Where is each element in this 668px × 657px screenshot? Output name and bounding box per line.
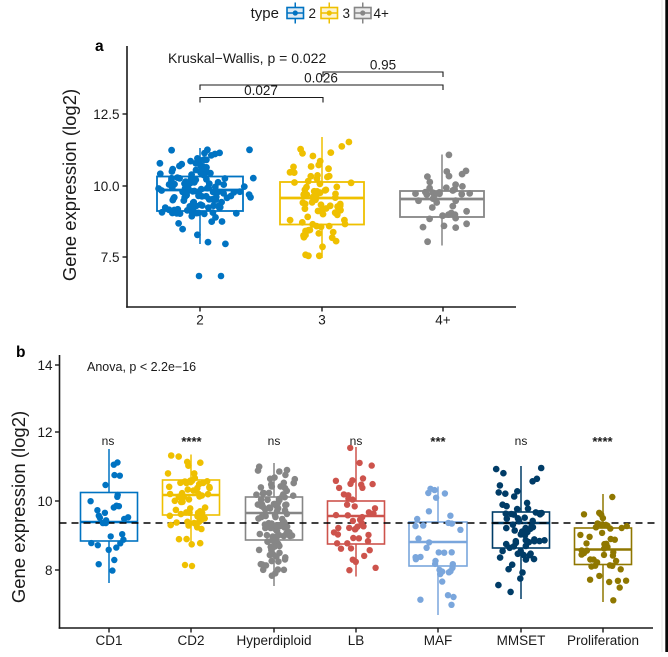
svg-text:0.027: 0.027 bbox=[244, 83, 278, 98]
svg-text:14: 14 bbox=[37, 358, 53, 373]
svg-text:4+: 4+ bbox=[374, 6, 390, 21]
svg-text:Proliferation: Proliferation bbox=[567, 633, 639, 648]
svg-text:7.5: 7.5 bbox=[101, 250, 120, 265]
svg-text:type: type bbox=[251, 5, 279, 22]
svg-text:a: a bbox=[95, 38, 104, 55]
svg-text:ns: ns bbox=[268, 434, 281, 448]
svg-text:CD1: CD1 bbox=[95, 633, 122, 648]
svg-text:Kruskal−Wallis, p = 0.022: Kruskal−Wallis, p = 0.022 bbox=[168, 50, 326, 66]
svg-text:4+: 4+ bbox=[435, 313, 451, 328]
svg-text:2: 2 bbox=[309, 6, 317, 21]
svg-text:MAF: MAF bbox=[424, 633, 453, 648]
svg-text:Hyperdiploid: Hyperdiploid bbox=[236, 633, 311, 648]
svg-text:Gene expression (log2): Gene expression (log2) bbox=[8, 411, 29, 603]
svg-text:b: b bbox=[16, 344, 25, 361]
svg-text:12: 12 bbox=[37, 425, 52, 440]
svg-text:10: 10 bbox=[37, 494, 52, 509]
svg-text:CD2: CD2 bbox=[177, 633, 204, 648]
svg-text:Gene expression (log2): Gene expression (log2) bbox=[59, 89, 80, 281]
svg-text:****: **** bbox=[592, 434, 613, 449]
svg-text:0.95: 0.95 bbox=[370, 58, 396, 73]
svg-text:0.026: 0.026 bbox=[304, 71, 338, 86]
svg-text:MMSET: MMSET bbox=[497, 633, 546, 648]
svg-text:3: 3 bbox=[318, 313, 326, 328]
svg-text:8: 8 bbox=[45, 563, 53, 578]
svg-text:12.5: 12.5 bbox=[93, 107, 119, 122]
svg-text:ns: ns bbox=[515, 434, 528, 448]
svg-text:ns: ns bbox=[350, 434, 363, 448]
svg-text:Anova, p < 2.2e−16: Anova, p < 2.2e−16 bbox=[87, 360, 196, 374]
svg-text:ns: ns bbox=[102, 434, 115, 448]
svg-text:2: 2 bbox=[196, 313, 204, 328]
svg-text:LB: LB bbox=[348, 633, 365, 648]
svg-text:10.0: 10.0 bbox=[93, 179, 119, 194]
svg-text:****: **** bbox=[181, 434, 202, 449]
svg-text:3: 3 bbox=[343, 6, 351, 21]
svg-text:***: *** bbox=[430, 434, 446, 449]
